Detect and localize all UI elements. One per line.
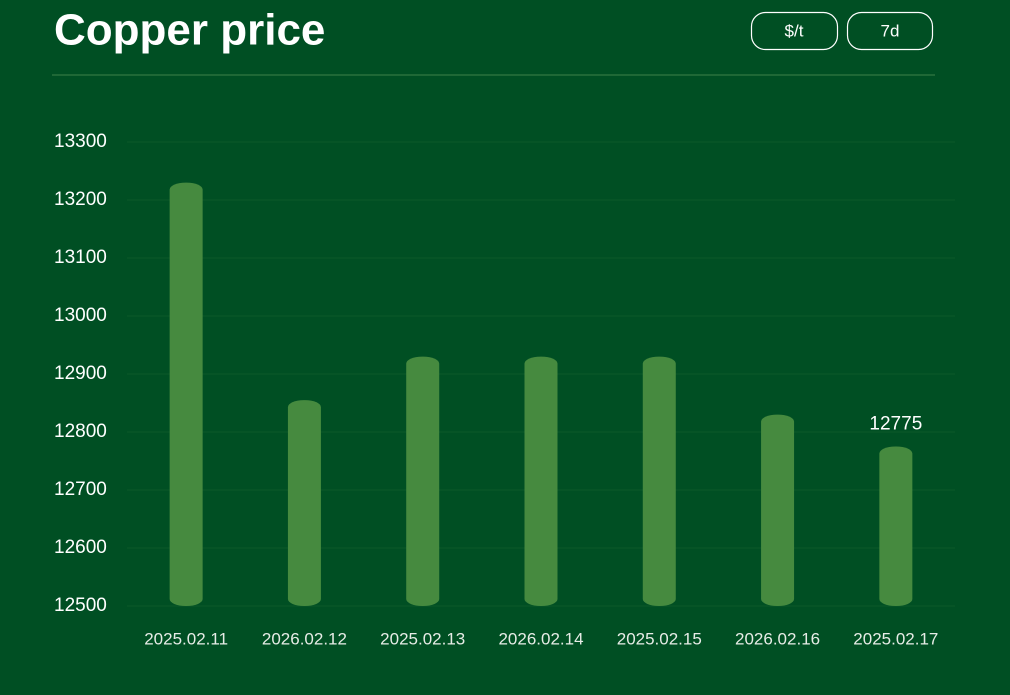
bar — [761, 414, 795, 606]
unit-button-frame[interactable] — [750, 11, 839, 51]
value-label: 12775 — [869, 414, 922, 435]
x-tick-label: 2025.02.13 — [380, 629, 465, 648]
y-tick-label: 13100 — [54, 247, 107, 268]
y-tick-label: 13000 — [54, 305, 107, 326]
x-tick-label: 2026.02.12 — [262, 629, 347, 648]
x-tick-label: 2025.02.17 — [853, 629, 938, 648]
y-tick-label: 12700 — [54, 479, 107, 500]
y-tick-label: 12600 — [54, 537, 107, 558]
range-button[interactable]: 7d — [846, 11, 934, 51]
x-tick-label: 2025.02.11 — [144, 629, 228, 648]
x-tick-label: 2026.02.16 — [735, 629, 820, 648]
y-tick-label: 12500 — [54, 595, 107, 616]
bar — [169, 182, 203, 606]
unit-button[interactable]: $/t — [750, 11, 839, 51]
bar — [406, 356, 440, 606]
bar — [642, 356, 676, 606]
y-tick-label: 12800 — [54, 421, 107, 442]
y-tick-label: 13200 — [54, 189, 107, 210]
unit-button-label[interactable]: $/t — [785, 21, 804, 40]
x-tick-label: 2026.02.14 — [498, 629, 583, 648]
y-tick-label: 12900 — [54, 363, 107, 384]
x-tick-label: 2025.02.15 — [617, 629, 702, 648]
bar — [879, 446, 913, 606]
bar — [287, 400, 321, 606]
chart-title: Copper price — [54, 6, 325, 55]
range-button-label[interactable]: 7d — [881, 21, 900, 40]
range-button-frame[interactable] — [846, 11, 934, 51]
y-tick-label: 13300 — [54, 131, 107, 152]
bar — [524, 356, 558, 606]
